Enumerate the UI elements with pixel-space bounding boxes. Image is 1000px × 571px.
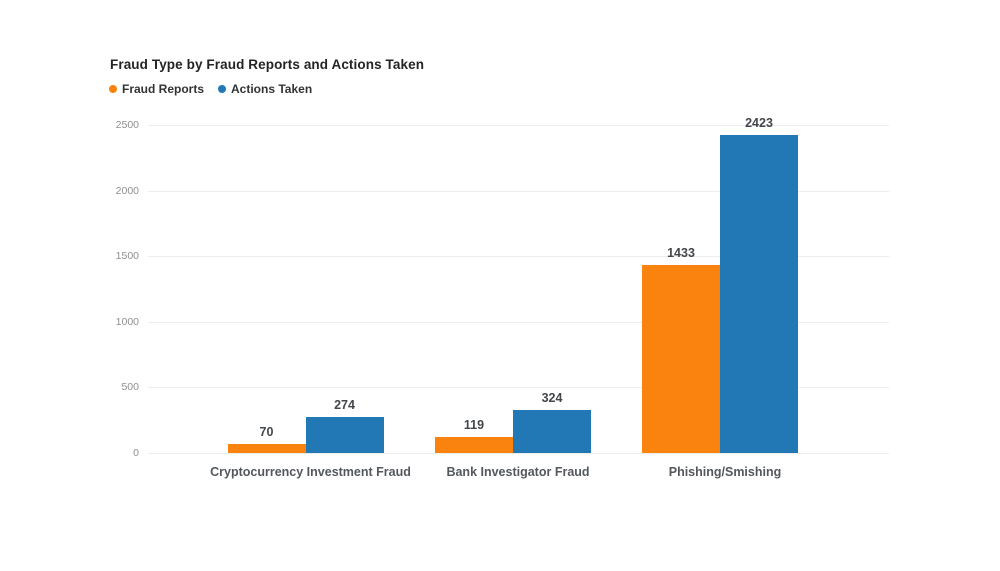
y-axis-tick-1500: 1500 bbox=[115, 250, 139, 263]
legend-item-fraud-reports[interactable]: Fraud Reports bbox=[109, 82, 204, 96]
legend-label-fraud-reports: Fraud Reports bbox=[122, 82, 205, 96]
gridline-y-500 bbox=[148, 387, 889, 389]
legend-item-actions-taken[interactable]: Actions Taken bbox=[218, 82, 312, 96]
bar-actions-taken-0[interactable] bbox=[305, 417, 384, 453]
legend-dot-actions-taken-icon bbox=[218, 85, 227, 93]
y-axis-tick-1000: 1000 bbox=[115, 315, 139, 328]
bar-fraud-reports-1[interactable] bbox=[435, 437, 513, 453]
legend-dot-fraud-reports-icon bbox=[109, 85, 117, 93]
bar-fraud-reports-2[interactable] bbox=[642, 264, 720, 453]
x-axis-category-label-2: Phishing/Smishing bbox=[668, 465, 782, 479]
y-axis-tick-500: 500 bbox=[121, 381, 139, 394]
chart-legend: Fraud Reports Actions Taken bbox=[109, 82, 312, 96]
y-axis-tick-0: 0 bbox=[133, 447, 139, 459]
gridline-y-0 bbox=[148, 453, 889, 454]
bar-value-label-fraud-reports-0: 70 bbox=[259, 424, 274, 439]
bar-fraud-reports-0[interactable] bbox=[227, 443, 306, 453]
x-axis-category-label-1: Bank Investigator Fraud bbox=[446, 465, 590, 479]
legend-label-actions-taken: Actions Taken bbox=[231, 82, 313, 96]
gridline-y-2000 bbox=[148, 190, 889, 192]
bar-value-label-actions-taken-2: 2423 bbox=[745, 116, 773, 131]
bar-value-label-fraud-reports-1: 119 bbox=[463, 418, 485, 433]
gridline-y-1000 bbox=[148, 321, 889, 323]
gridline-y-2500 bbox=[148, 125, 889, 126]
y-axis-tick-2000: 2000 bbox=[115, 184, 139, 197]
chart-title: Fraud Type by Fraud Reports and Actions … bbox=[110, 57, 425, 72]
bar-value-label-actions-taken-0: 274 bbox=[334, 398, 355, 413]
bar-value-label-actions-taken-1: 324 bbox=[541, 391, 563, 406]
bar-value-label-fraud-reports-2: 1433 bbox=[667, 245, 695, 260]
x-axis-category-label-0: Cryptocurrency Investment Fraud bbox=[210, 465, 411, 479]
bar-actions-taken-1[interactable] bbox=[513, 410, 591, 453]
y-axis-tick-2500: 2500 bbox=[115, 119, 139, 131]
bar-actions-taken-2[interactable] bbox=[720, 135, 798, 453]
gridline-y-1500 bbox=[148, 256, 889, 258]
